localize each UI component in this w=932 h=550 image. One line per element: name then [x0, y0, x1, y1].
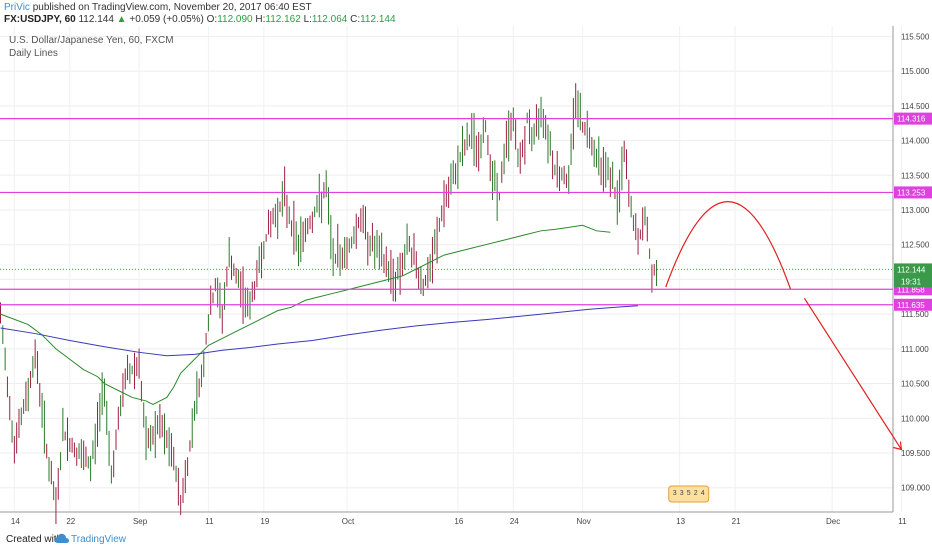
daily-ma-green-line	[0, 224, 611, 405]
level-label-bg	[894, 112, 932, 125]
event-marker: 5	[687, 490, 691, 497]
forecast-arc	[665, 201, 792, 290]
y-tick-label: 111.500	[901, 310, 929, 319]
x-tick-label: Dec	[826, 517, 840, 526]
y-tick-label: 114.500	[901, 102, 930, 111]
level-label: 114.316	[897, 115, 926, 124]
y-tick-label: 109.000	[901, 484, 930, 493]
y-tick-label: 109.500	[901, 449, 930, 458]
y-tick-label: 111.000	[901, 345, 929, 354]
x-tick-label: 22	[66, 517, 75, 526]
countdown-label: 19:31	[901, 277, 922, 286]
event-marker: 4	[701, 490, 705, 497]
daily-ma-blue-line	[0, 305, 639, 357]
last-price-label: 112.144	[897, 265, 926, 274]
event-marker: 2	[694, 490, 698, 497]
close-label: C:	[350, 14, 361, 25]
level-label-bg	[894, 186, 932, 199]
footer: Created with TradingView	[0, 530, 932, 550]
x-tick-label: 11	[898, 517, 907, 526]
high-value: 112.162	[265, 14, 301, 25]
open-value: 112.090	[217, 14, 253, 25]
y-tick-label: 113.500	[901, 171, 930, 180]
x-tick-label: 13	[676, 517, 685, 526]
level-label: 111.635	[897, 301, 925, 310]
x-tick-label: 16	[454, 517, 463, 526]
y-tick-label: 115.500	[901, 32, 930, 41]
chart-legend: U.S. Dollar/Japanese Yen, 60, FXCM Daily…	[9, 34, 174, 60]
x-tick-label: Nov	[577, 517, 591, 526]
last-price-bg	[894, 263, 932, 288]
last-value: 112.144	[78, 14, 114, 25]
low-value: 112.064	[311, 14, 348, 25]
open-label: O:	[206, 14, 218, 25]
x-tick-label: 21	[732, 517, 741, 526]
x-tick-label: 14	[11, 517, 20, 526]
x-tick-label: Sep	[133, 517, 148, 526]
change-value: +0.059 (+0.05%)	[129, 14, 204, 25]
event-marker: 3	[673, 490, 677, 497]
forecast-arrowhead	[893, 441, 903, 451]
symbol-label: FX:USDJPY, 60	[4, 14, 76, 25]
x-tick-label: 19	[260, 517, 269, 526]
y-tick-label: 114.000	[901, 137, 930, 146]
author-link[interactable]: PriVic	[4, 2, 30, 13]
level-label-bg	[894, 298, 932, 311]
forecast-arrow-line	[803, 297, 902, 450]
y-tick-label: 115.000	[901, 67, 930, 76]
legend-title: U.S. Dollar/Japanese Yen, 60, FXCM	[9, 35, 174, 46]
chart-header: PriVic published on TradingView.com, Nov…	[0, 0, 932, 26]
ohlc-line: FX:USDJPY, 60 112.144 ▲ +0.059 (+0.05%) …	[4, 14, 396, 25]
price-chart[interactable]: 109.000 109.500 110.000 110.500 111.000 111.5…	[0, 26, 932, 530]
event-marker: 3	[680, 490, 684, 497]
event-markers-box	[668, 485, 710, 503]
y-tick-label: 113.000	[901, 206, 930, 215]
publish-text: published on TradingView.com, November 2…	[32, 2, 312, 13]
y-tick-label: 110.500	[901, 380, 930, 389]
high-label: H:	[255, 14, 266, 25]
y-tick-label: 110.000	[901, 414, 930, 423]
x-tick-label: 24	[510, 517, 519, 526]
level-label: 111.858	[897, 285, 925, 294]
y-tick-label: 112.500	[901, 241, 930, 250]
level-label: 113.253	[897, 188, 926, 197]
legend-indicator[interactable]: Daily Lines	[9, 48, 58, 59]
tradingview-brand[interactable]: TradingView	[71, 534, 127, 545]
close-value: 112.144	[360, 14, 396, 25]
created-with-text: Created with	[6, 534, 63, 545]
x-tick-label: Oct	[342, 517, 355, 526]
x-tick-label: 11	[205, 517, 214, 526]
tradingview-cloud-icon	[55, 533, 69, 543]
low-label: L:	[303, 14, 312, 25]
up-triangle-icon: ▲	[116, 14, 127, 25]
publish-info: PriVic published on TradingView.com, Nov…	[4, 2, 312, 13]
